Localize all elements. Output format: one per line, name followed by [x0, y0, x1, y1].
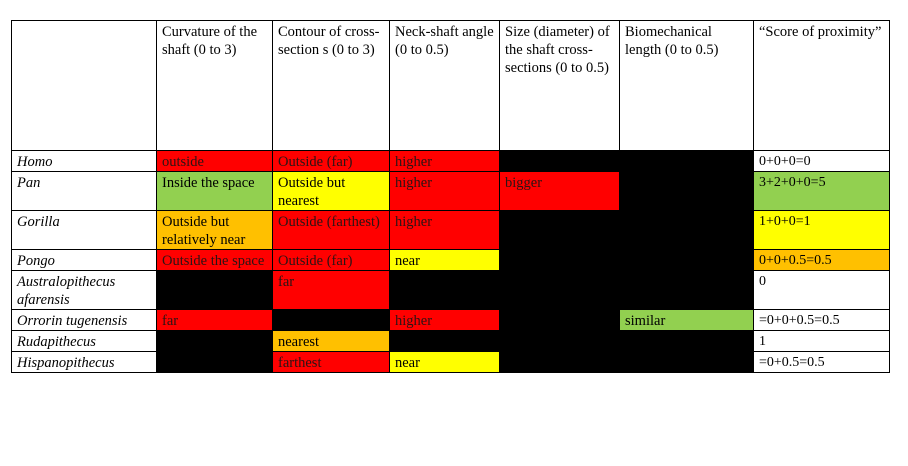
taxon-cell: Orrorin tugenensis	[11, 309, 157, 331]
data-cell	[389, 330, 500, 352]
data-cell: Inside the space	[156, 171, 273, 211]
taxon-cell: Pan	[11, 171, 157, 211]
data-cell: higher	[389, 150, 500, 172]
data-cell: Outside (farthest)	[272, 210, 390, 250]
data-cell: nearest	[272, 330, 390, 352]
data-cell	[499, 210, 620, 250]
table-row: Australopithecus afarensis far 0	[11, 270, 890, 310]
data-cell	[499, 309, 620, 331]
score-cell: 0+0+0.5=0.5	[753, 249, 890, 271]
data-cell	[499, 150, 620, 172]
taxon-cell: Homo	[11, 150, 157, 172]
header-score: “Score of proximity”	[753, 20, 890, 151]
proximity-table: Curvature of the shaft (0 to 3) Contour …	[11, 20, 890, 373]
taxon-cell: Rudapithecus	[11, 330, 157, 352]
table-row: Hispanopithecus farthest near =0+0.5=0.5	[11, 351, 890, 373]
score-cell: 0	[753, 270, 890, 310]
score-cell: =0+0.5=0.5	[753, 351, 890, 373]
header-shaft-size: Size (diameter) of the shaft cross-secti…	[499, 20, 620, 151]
taxon-cell: Australopithecus afarensis	[11, 270, 157, 310]
data-cell: farthest	[272, 351, 390, 373]
data-cell	[389, 270, 500, 310]
score-cell: 0+0+0=0	[753, 150, 890, 172]
table-row: Orrorin tugenensis far higher similar =0…	[11, 309, 890, 331]
header-curvature: Curvature of the shaft (0 to 3)	[156, 20, 273, 151]
score-cell: 1+0+0=1	[753, 210, 890, 250]
data-cell: Outside the space	[156, 249, 273, 271]
data-cell	[619, 351, 754, 373]
data-cell: far	[272, 270, 390, 310]
table-row: Rudapithecus nearest 1	[11, 330, 890, 352]
data-cell	[156, 330, 273, 352]
data-cell	[619, 150, 754, 172]
data-cell: higher	[389, 171, 500, 211]
data-cell: similar	[619, 309, 754, 331]
data-cell	[619, 249, 754, 271]
data-cell: far	[156, 309, 273, 331]
data-cell	[499, 330, 620, 352]
data-cell	[619, 270, 754, 310]
score-cell: 1	[753, 330, 890, 352]
data-cell: bigger	[499, 171, 620, 211]
table-row: Gorilla Outside but relatively near Outs…	[11, 210, 890, 250]
table-row: Homo outside Outside (far) higher 0+0+0=…	[11, 150, 890, 172]
table-row: Pongo Outside the space Outside (far) ne…	[11, 249, 890, 271]
header-corner	[11, 20, 157, 151]
data-cell	[619, 330, 754, 352]
data-cell	[619, 210, 754, 250]
data-cell	[156, 270, 273, 310]
score-cell: 3+2+0+0=5	[753, 171, 890, 211]
data-cell: outside	[156, 150, 273, 172]
score-cell: =0+0+0.5=0.5	[753, 309, 890, 331]
taxon-cell: Hispanopithecus	[11, 351, 157, 373]
data-cell: Outside (far)	[272, 150, 390, 172]
data-cell	[499, 249, 620, 271]
data-cell	[499, 351, 620, 373]
data-cell: near	[389, 351, 500, 373]
header-biomechanical-length: Biomechanical length (0 to 0.5)	[619, 20, 754, 151]
header-row: Curvature of the shaft (0 to 3) Contour …	[11, 20, 890, 151]
data-cell: higher	[389, 210, 500, 250]
header-neck-shaft-angle: Neck-shaft angle (0 to 0.5)	[389, 20, 500, 151]
data-cell: higher	[389, 309, 500, 331]
data-cell: near	[389, 249, 500, 271]
taxon-cell: Pongo	[11, 249, 157, 271]
data-cell: Outside but relatively near	[156, 210, 273, 250]
data-cell: Outside (far)	[272, 249, 390, 271]
taxon-cell: Gorilla	[11, 210, 157, 250]
data-cell	[156, 351, 273, 373]
header-contour: Contour of cross-section s (0 to 3)	[272, 20, 390, 151]
data-cell	[272, 309, 390, 331]
table-row: Pan Inside the space Outside but nearest…	[11, 171, 890, 211]
data-cell	[499, 270, 620, 310]
data-cell	[619, 171, 754, 211]
data-cell: Outside but nearest	[272, 171, 390, 211]
